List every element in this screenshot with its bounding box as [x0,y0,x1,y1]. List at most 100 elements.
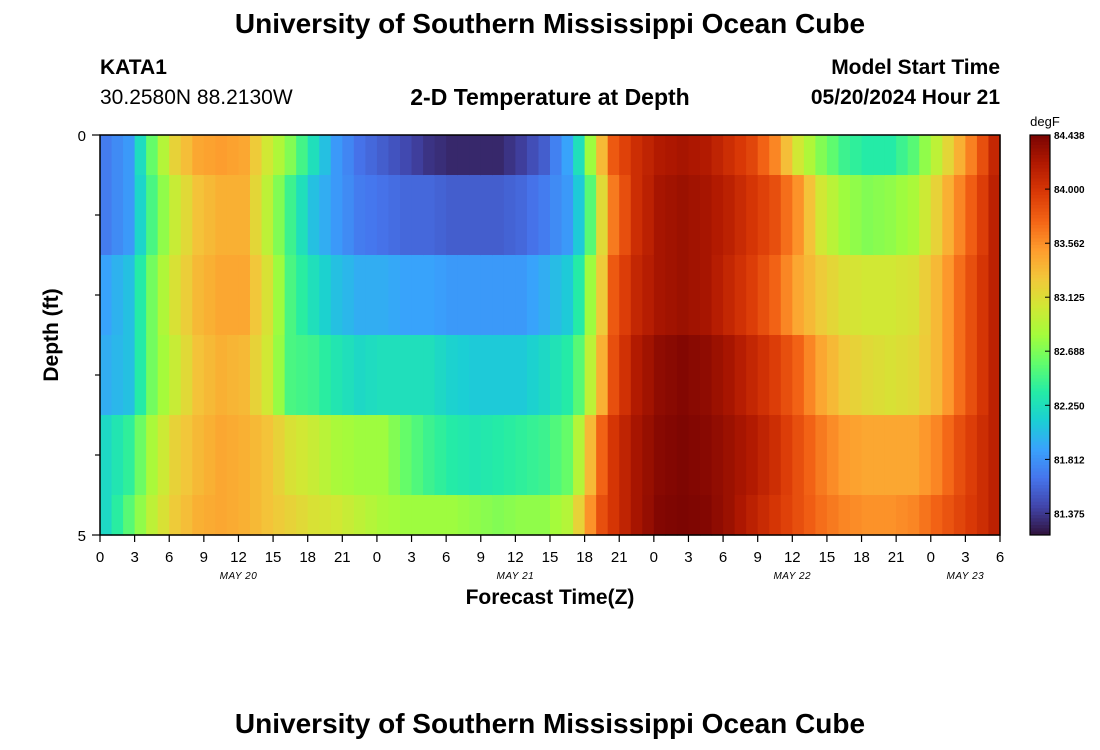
heatmap-cell [296,135,309,176]
colorbar-band [1030,528,1050,533]
colorbar-band [1030,341,1050,346]
colorbar-band [1030,331,1050,336]
heatmap-cell [584,255,597,336]
heatmap-cell [769,415,782,496]
heatmap-cell [907,335,920,416]
heatmap-cell [919,175,932,256]
heatmap-cell [988,255,1001,336]
heatmap-cell [630,255,643,336]
heatmap-cell [538,135,551,176]
heatmap-cell [930,335,943,416]
heatmap-cell [896,135,909,176]
x-tick-label: 0 [927,549,935,566]
heatmap-cell [953,495,966,536]
colorbar: 84.438 84.000 83.562 83.125 82.688 82.250 81.8… [1029,131,1085,536]
heatmap-cell [953,135,966,176]
heatmap-cell [319,255,332,336]
colorbar-band [1030,285,1050,289]
heatmap-cell [273,255,286,336]
heatmap-cell [861,255,874,336]
heatmap-cell [469,415,482,496]
colorbar-band [1030,318,1050,323]
heatmap-cell [134,255,147,336]
heatmap-cell [596,495,609,536]
heatmap-cell [607,415,620,496]
heatmap-cell [238,175,251,256]
heatmap-cell [284,255,297,336]
heatmap-cell [930,255,943,336]
heatmap-cell [942,255,955,336]
heatmap-cell [457,135,470,176]
heatmap-cell [700,255,713,336]
heatmap-cell [100,175,113,256]
heatmap-cell [111,255,124,336]
heatmap-cell [446,135,459,176]
heatmap-cell [296,175,309,256]
heatmap-cell [642,255,655,336]
heatmap-cell [457,175,470,256]
heatmap-cell [434,255,447,336]
heatmap-cell [261,255,274,336]
colorbar-band [1030,215,1050,219]
heatmap-cell [930,175,943,256]
colorbar-band [1030,175,1050,179]
colorbar-band [1030,278,1050,283]
heatmap-cell [676,175,690,256]
heatmap-cell [826,135,840,176]
colorbar-band [1030,525,1050,529]
x-tick-label: 18 [853,549,870,566]
heatmap-cell [769,135,782,176]
colorbar-band [1030,291,1050,296]
heatmap-cell [965,255,978,336]
heatmap-cell [930,415,943,496]
heatmap-cell [480,175,493,256]
heatmap-cell [203,255,216,336]
heatmap-cell [976,335,990,416]
heatmap-cell [780,175,793,256]
heatmap-cell [134,415,147,496]
heatmap-cell [919,255,932,336]
heatmap-cell [630,175,643,256]
heatmap-cell [515,175,528,256]
heatmap-cell [273,415,286,496]
heatmap-cell [423,495,436,536]
colorbar-band [1030,455,1050,459]
heatmap-cell [792,415,805,496]
heatmap-cell [273,335,286,416]
model-start-label: Model Start Time [831,56,1000,79]
heatmap-cell [307,135,320,176]
x-tick-label: 3 [130,549,138,566]
colorbar-band [1030,475,1050,479]
heatmap-cell [619,495,632,536]
heatmap-cell [526,495,540,536]
x-tick-label: 21 [611,549,628,566]
heatmap-cell [284,495,297,536]
heatmap-cell [746,255,759,336]
heatmap-cell [746,415,759,496]
colorbar-band [1030,271,1050,276]
heatmap-cell [676,135,690,176]
heatmap-cell [550,135,563,176]
heatmap-cell [388,175,401,256]
heatmap-cell [353,135,366,176]
heatmap-cell [584,495,597,536]
heatmap-cell [688,335,701,416]
heatmap-cell [250,415,263,496]
heatmap-cell [226,175,240,256]
heatmap-cell [838,495,851,536]
colorbar-band [1030,518,1050,523]
heatmap-cell [353,495,366,536]
heatmap-cell [734,255,747,336]
heatmap-cell [688,175,701,256]
colorbar-band [1030,351,1050,356]
heatmap-cell [769,175,782,256]
heatmap-cell [711,255,724,336]
heatmap-cell [457,415,470,496]
heatmap-cell [769,495,782,536]
heatmap-cell [700,495,713,536]
heatmap-cell [665,255,678,336]
colorbar-band [1030,358,1050,363]
heatmap-cell [307,335,320,416]
colorbar-band [1030,138,1050,143]
heatmap-cell [757,135,770,176]
